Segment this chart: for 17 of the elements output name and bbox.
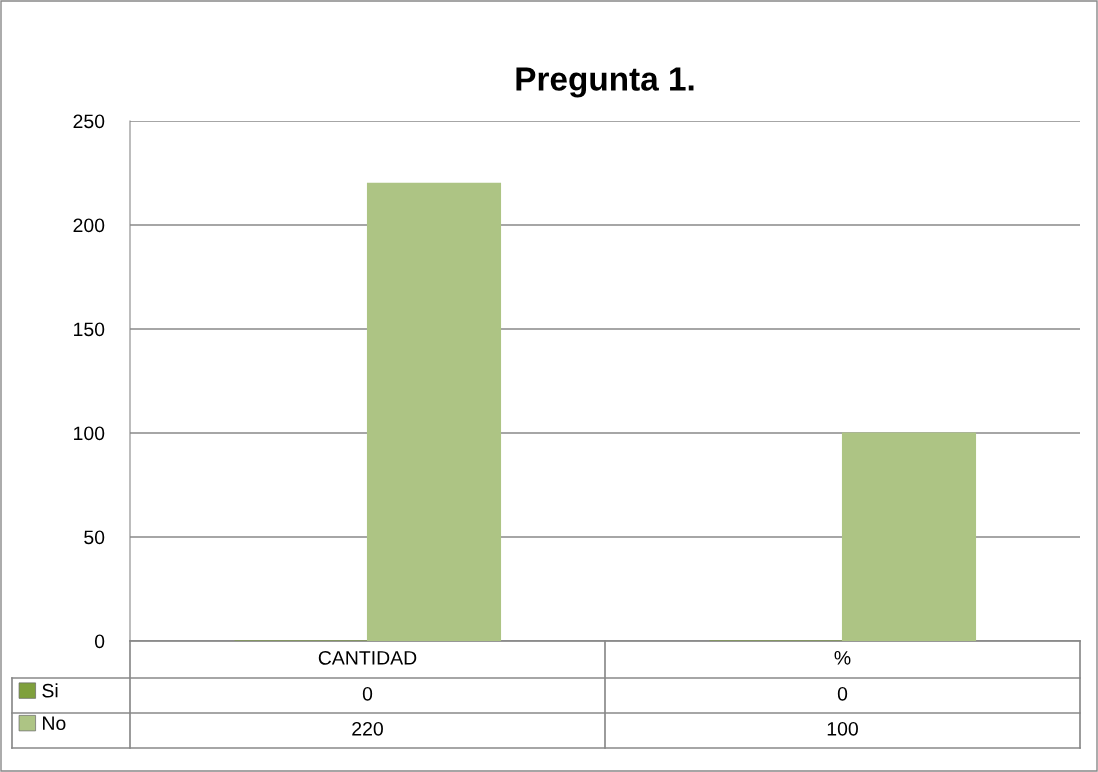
y-tick-label: 50	[84, 530, 105, 545]
bar	[841, 432, 977, 641]
chart-title: Pregunta 1.	[516, 67, 694, 98]
data-label: 0	[837, 686, 848, 701]
y-tick-label: 100	[74, 426, 105, 441]
data-label: 0	[362, 686, 373, 701]
x-tick-label: CANTIDAD	[318, 650, 417, 665]
legend-label: No	[43, 716, 66, 731]
y-tick-label: 150	[74, 322, 105, 337]
bar	[366, 182, 502, 641]
y-tick-label: 0	[94, 634, 105, 649]
y-tick-label: 200	[73, 218, 105, 233]
legend-label: Si	[42, 683, 58, 698]
data-label: 100	[827, 721, 858, 736]
data-label: 220	[352, 721, 383, 736]
y-tick-label: 250	[73, 114, 105, 129]
x-tick-label: %	[834, 651, 851, 665]
